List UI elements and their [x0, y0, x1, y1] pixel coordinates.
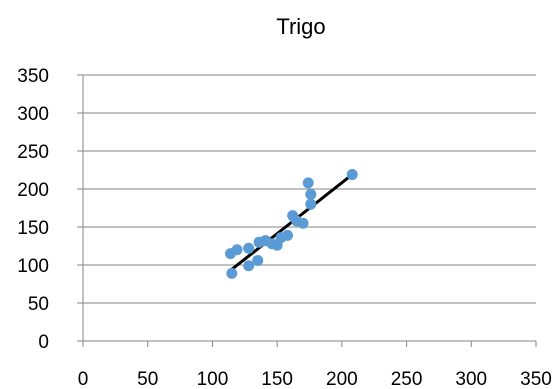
- data-point: [346, 169, 358, 181]
- x-axis-tick-labels: 0 50 100 150 200 250 300 350: [78, 369, 552, 389]
- data-point: [231, 244, 243, 256]
- chart-title: Trigo: [276, 14, 325, 39]
- data-point: [243, 242, 255, 254]
- y-tick-label: 200: [17, 180, 49, 201]
- x-tick-label: 150: [261, 369, 293, 389]
- x-tick-label: 350: [520, 369, 552, 389]
- x-tick-label: 0: [78, 369, 89, 389]
- y-tick-label: 0: [38, 332, 49, 353]
- x-tick-label: 300: [455, 369, 487, 389]
- y-tick-label: 300: [17, 104, 49, 125]
- y-tick-label: 100: [17, 256, 49, 277]
- gridlines: [77, 74, 536, 304]
- y-tick-label: 150: [17, 218, 49, 239]
- data-points: [225, 169, 358, 279]
- y-tick-label: 50: [28, 294, 49, 315]
- data-point: [297, 217, 309, 229]
- y-tick-label: 250: [17, 142, 49, 163]
- axes: [77, 75, 537, 347]
- y-tick-label: 350: [17, 66, 49, 87]
- data-point: [305, 188, 317, 200]
- data-point: [243, 260, 255, 272]
- data-point: [305, 198, 317, 210]
- x-tick-label: 250: [391, 369, 423, 389]
- x-tick-label: 100: [197, 369, 229, 389]
- data-point: [302, 177, 314, 189]
- data-point: [226, 267, 238, 279]
- data-point: [252, 254, 264, 266]
- x-tick-label: 200: [326, 369, 358, 389]
- x-tick-label: 50: [137, 369, 158, 389]
- y-axis-tick-labels: 0 50 100 150 200 250 300 350: [17, 66, 49, 353]
- data-point: [281, 229, 293, 241]
